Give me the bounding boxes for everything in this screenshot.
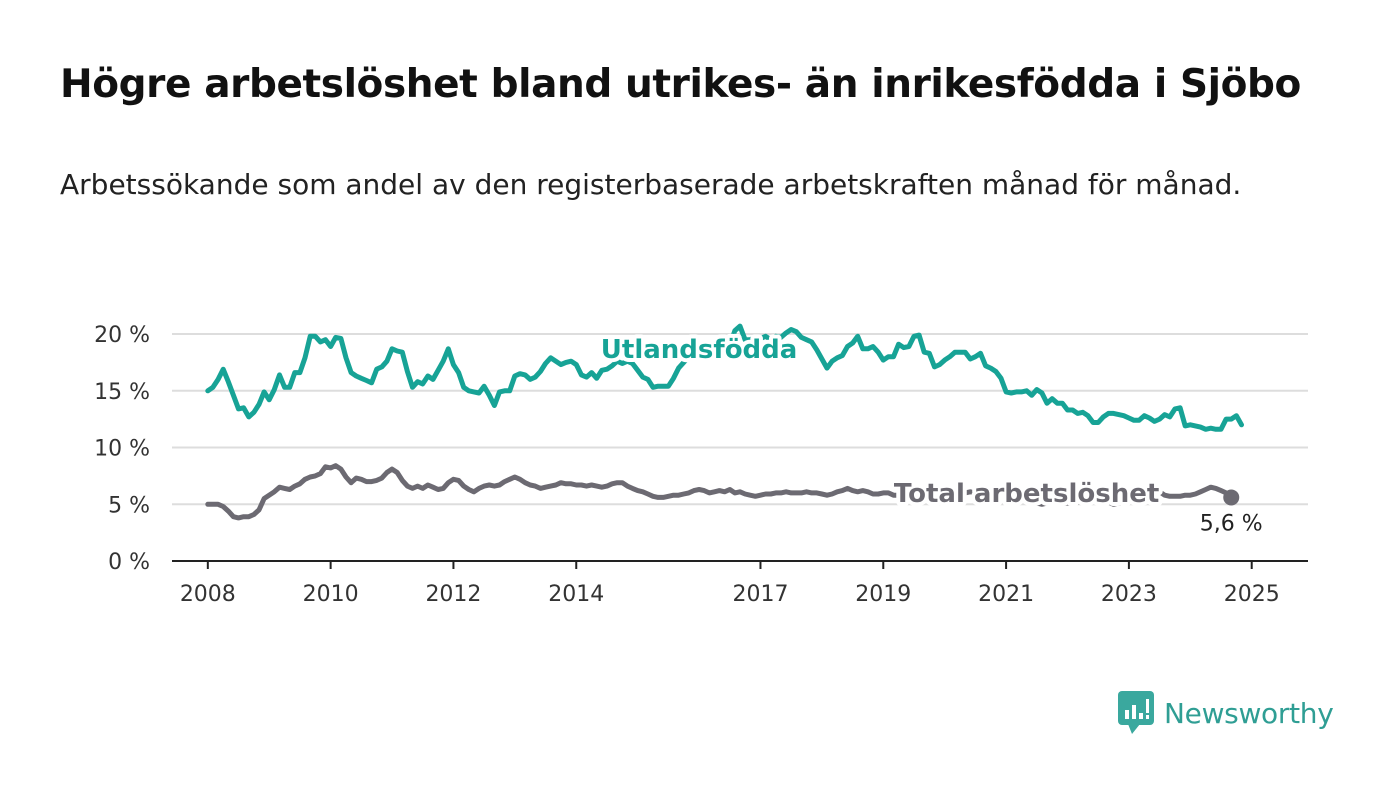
x-tick-label: 2019 <box>855 582 911 607</box>
y-tick-label: 0 % <box>108 550 150 575</box>
series-line-total <box>205 463 1234 521</box>
series-label-utlandsfodda: Utlandsfödda <box>601 335 798 365</box>
series-line-utlandsfodda <box>205 323 1244 432</box>
series-label-total: Total arbetslöshet <box>894 479 1159 509</box>
logo-text: Newsworthy <box>1164 696 1334 730</box>
chart-title: Högre arbetslöshet bland utrikes- än inr… <box>60 62 1301 107</box>
x-tick-label: 2017 <box>732 582 788 607</box>
axes: 0 % 5 % 10 % 15 % 20 % 2008 2010 2012 2014 2017 20… <box>94 323 1308 607</box>
line-chart: 0 % 5 % 10 % 15 % 20 % 2008 2010 2012 2014 2017 20… <box>94 323 1308 607</box>
y-tick-label: 15 % <box>94 380 150 405</box>
newsworthy-logo: Newsworthy <box>1118 690 1334 736</box>
series-labels: Utlandsfödda Total arbetslöshet 5,6 % <box>597 331 1263 537</box>
x-tick-label: 2012 <box>425 582 481 607</box>
x-tick-label: 2014 <box>548 582 604 607</box>
y-tick-label: 5 % <box>108 493 150 518</box>
x-tick-label: 2025 <box>1224 582 1280 607</box>
x-tick-label: 2023 <box>1101 582 1157 607</box>
end-point-marker <box>1223 489 1240 506</box>
x-tick-label: 2021 <box>978 582 1034 607</box>
y-tick-label: 20 % <box>94 323 150 348</box>
x-tick-label: 2008 <box>180 582 236 607</box>
y-tick-label: 10 % <box>94 437 150 462</box>
end-value-label: 5,6 % <box>1200 511 1263 536</box>
x-tick-label: 2010 <box>303 582 359 607</box>
series-lines <box>205 323 1244 521</box>
bar-chart-speech-bubble-icon <box>1118 691 1154 734</box>
chart-subtitle: Arbetssökande som andel av den registerb… <box>60 168 1242 201</box>
